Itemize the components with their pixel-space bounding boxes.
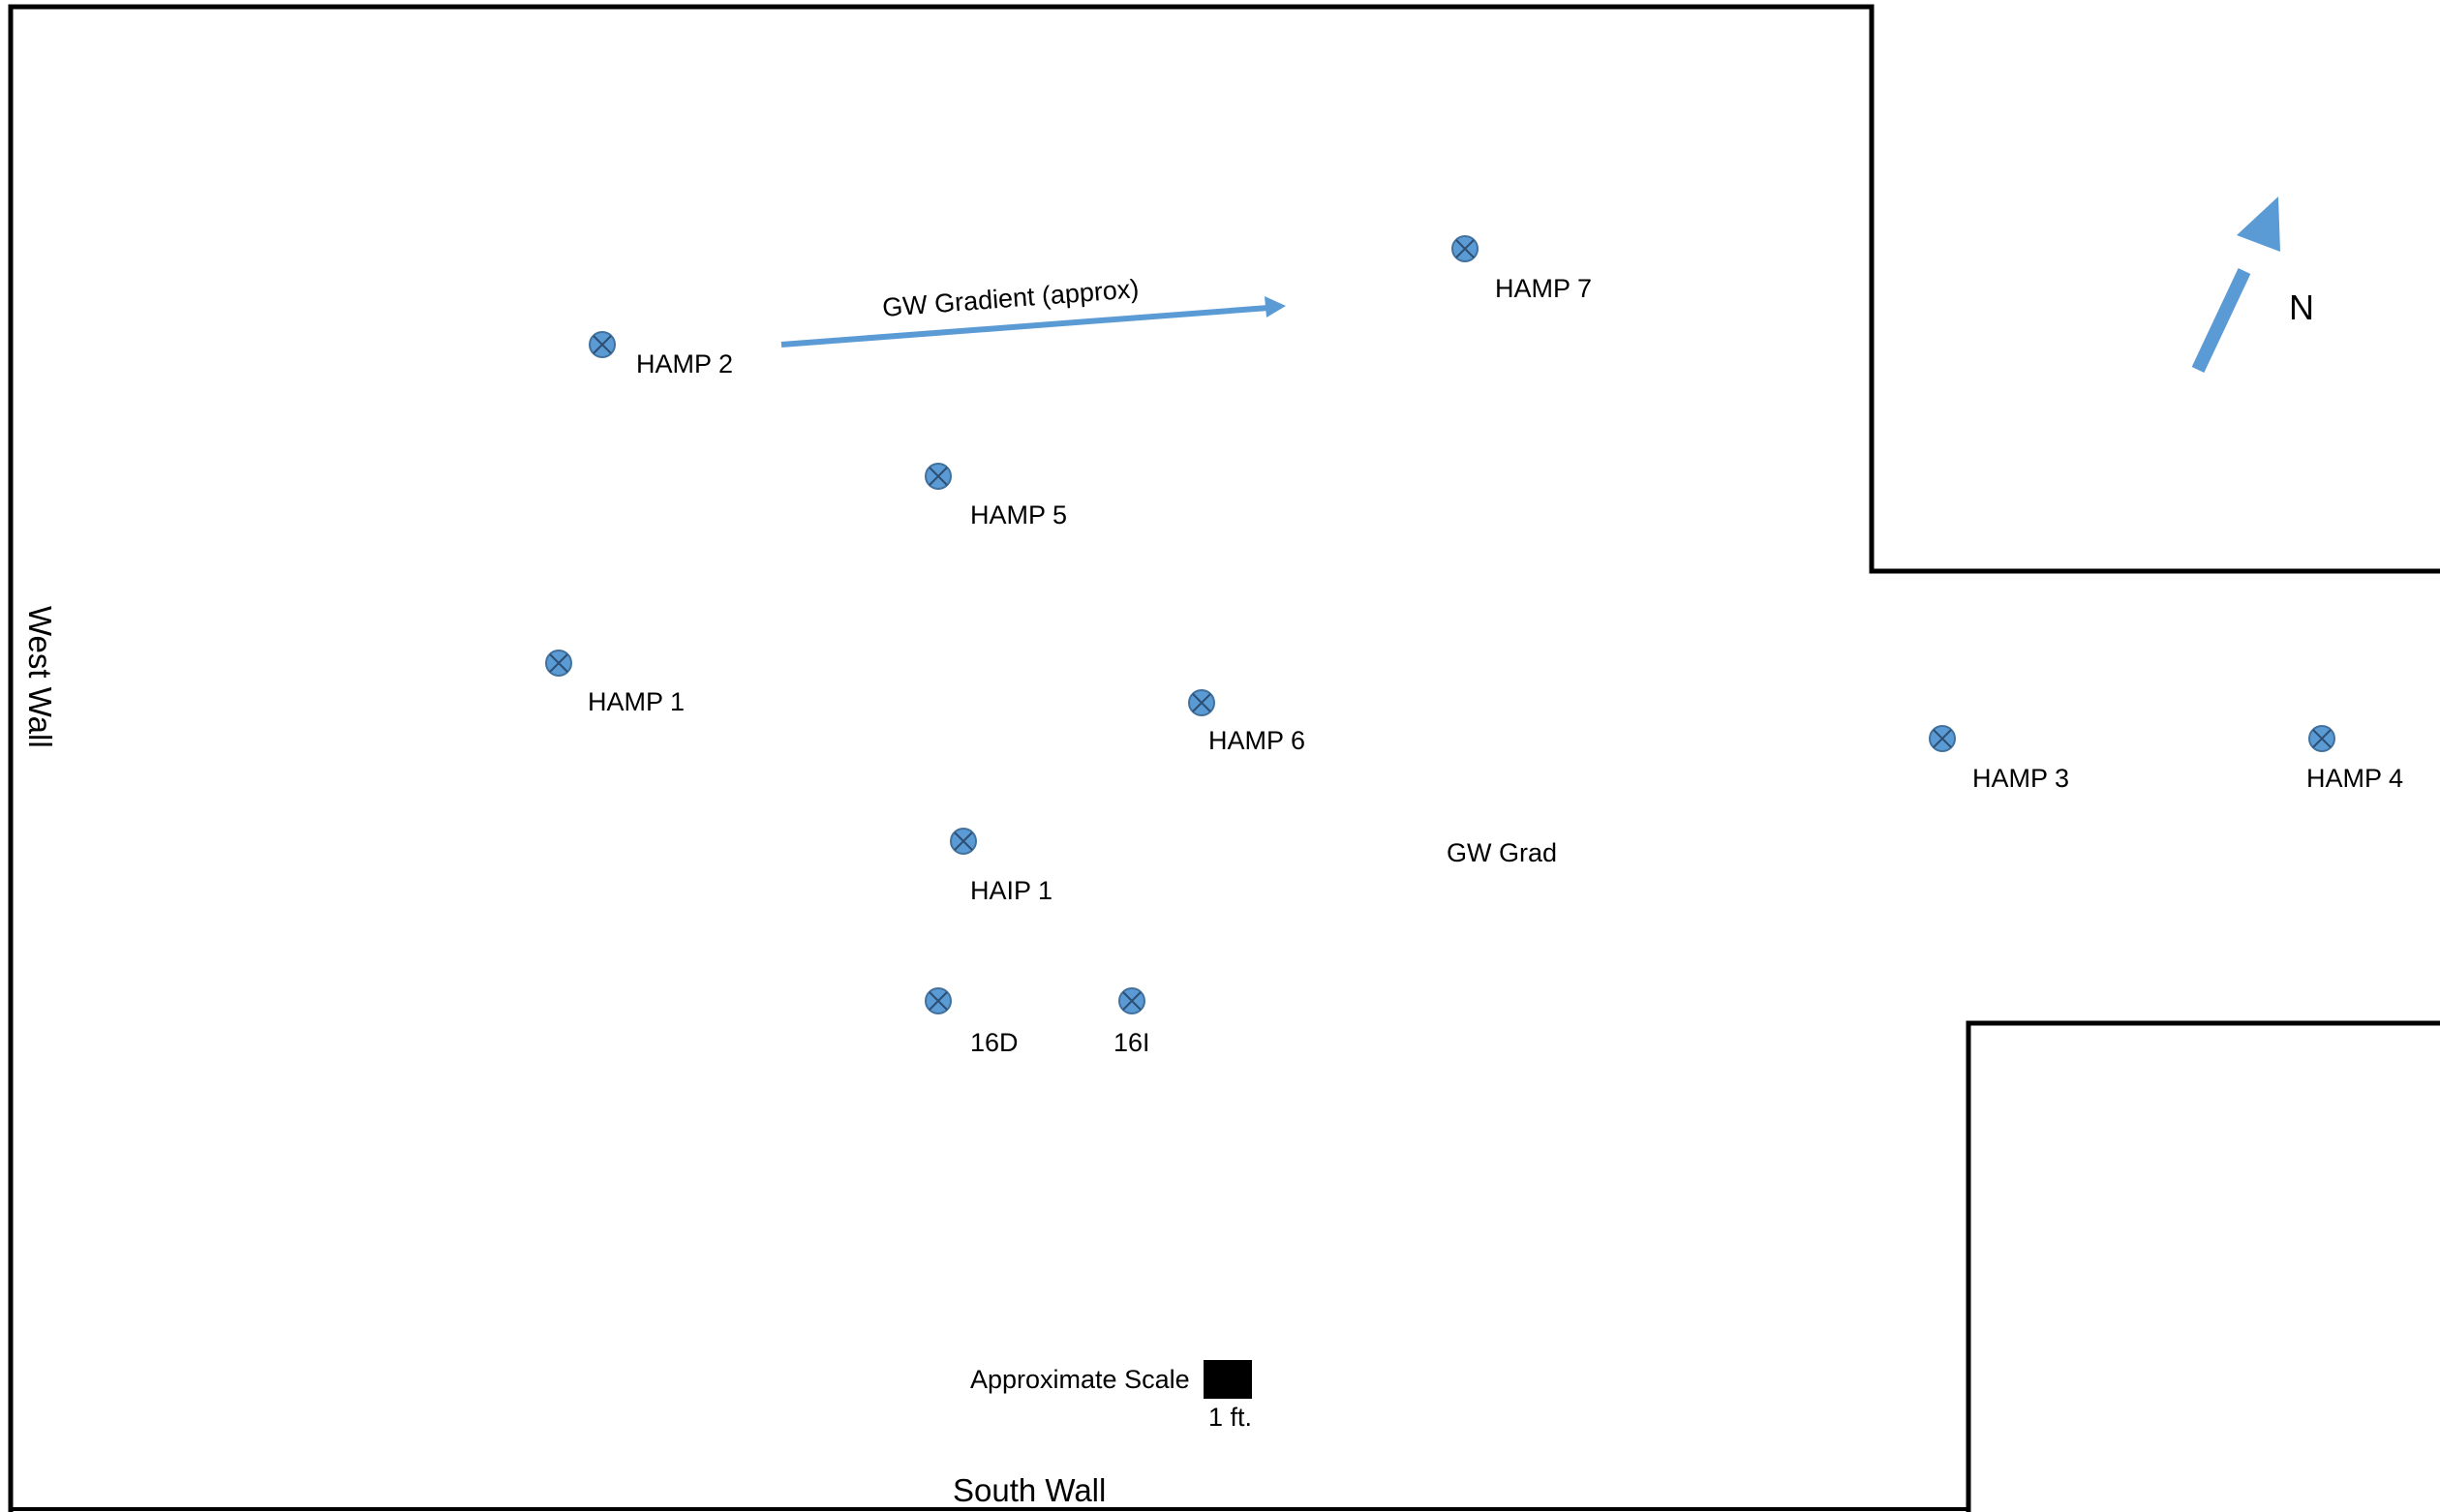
- scale-label: Approximate Scale: [970, 1365, 1190, 1394]
- well-marker-hamp-5: [925, 463, 952, 490]
- north-arrow-shaft: [2191, 268, 2251, 373]
- well-label-hamp-2: HAMP 2: [636, 349, 733, 378]
- well-cross-icon: [2312, 729, 2332, 748]
- well-label-16d: 16D: [970, 1028, 1019, 1057]
- scale-box: [1204, 1360, 1252, 1399]
- scale-unit-label: 1 ft.: [1208, 1403, 1252, 1432]
- well-label-hamp-4: HAMP 4: [2306, 764, 2403, 793]
- well-label-hamp-5: HAMP 5: [970, 500, 1067, 529]
- well-marker-hamp-1: [545, 650, 572, 677]
- gw-gradient-arrow-head: [1265, 296, 1286, 318]
- north-label: N: [2289, 287, 2314, 327]
- well-marker-hamp-4: [2308, 725, 2335, 752]
- gw-grad-text: GW Grad: [1447, 838, 1557, 867]
- well-cross-icon: [549, 653, 568, 673]
- north-arrow: [2191, 197, 2280, 373]
- well-cross-icon: [593, 335, 612, 354]
- well-marker-hamp-3: [1929, 725, 1956, 752]
- well-label-hamp-1: HAMP 1: [588, 687, 685, 716]
- gw-gradient-arrow: [780, 296, 1286, 348]
- well-cross-icon: [954, 832, 973, 851]
- well-marker-haip-1: [950, 828, 977, 855]
- well-cross-icon: [1122, 991, 1142, 1011]
- north-arrow-head: [2237, 197, 2280, 252]
- well-cross-icon: [1933, 729, 1952, 748]
- well-marker-hamp-7: [1451, 235, 1479, 262]
- well-marker-16i: [1118, 987, 1145, 1014]
- well-label-hamp-7: HAMP 7: [1495, 274, 1592, 303]
- well-cross-icon: [1192, 693, 1211, 712]
- site-boundary-wall: [8, 4, 2440, 1512]
- well-label-haip-1: HAIP 1: [970, 876, 1052, 905]
- well-label-hamp-6: HAMP 6: [1208, 726, 1305, 755]
- well-label-16i: 16I: [1113, 1028, 1150, 1057]
- well-cross-icon: [929, 991, 948, 1011]
- southeast-building-wall: [1966, 1020, 2440, 1512]
- gw-gradient-arrow-label: GW Gradient (approx): [881, 274, 1140, 322]
- gw-gradient-arrow-shaft: [780, 305, 1269, 348]
- well-marker-hamp-6: [1188, 689, 1215, 716]
- west-wall-label: West Wall: [22, 606, 58, 748]
- well-markers: HAMP 2 HAMP 7 HAMP 5 HAMP 1 HAMP 6: [545, 235, 2403, 1057]
- south-wall-label: South Wall: [953, 1472, 1106, 1508]
- well-cross-icon: [929, 467, 948, 486]
- well-label-hamp-3: HAMP 3: [1972, 764, 2069, 793]
- well-marker-hamp-2: [589, 331, 616, 358]
- well-cross-icon: [1455, 239, 1475, 258]
- well-marker-16d: [925, 987, 952, 1014]
